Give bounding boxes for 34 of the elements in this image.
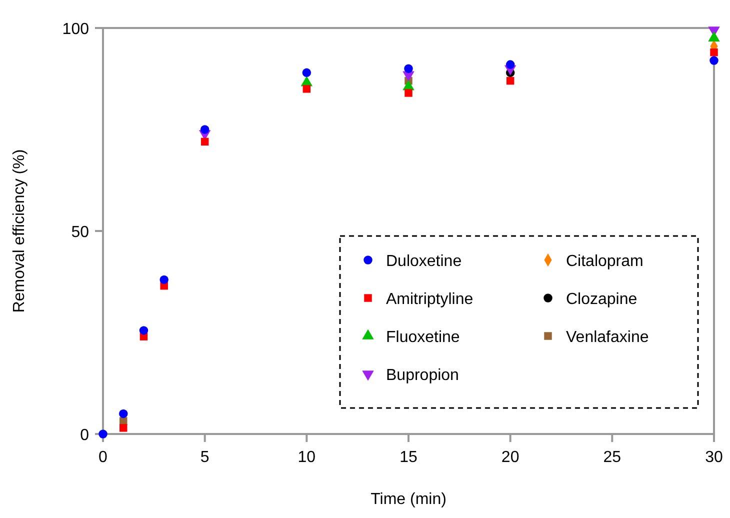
x-tick-label: 10: [298, 449, 316, 466]
point: [710, 56, 718, 65]
x-tick-label: 0: [98, 449, 108, 466]
point: [139, 326, 148, 335]
legend-label: Citalopram: [566, 253, 644, 270]
x-tick-label: 5: [200, 449, 210, 466]
point: [98, 430, 108, 438]
x-axis-title: Time (min): [370, 491, 446, 508]
legend-label: Duloxetine: [386, 253, 462, 270]
x-tick-label: 15: [400, 449, 418, 466]
x-tick-label: 25: [603, 449, 622, 466]
legend-label: Clozapine: [566, 291, 638, 308]
y-tick-label: 100: [62, 21, 90, 38]
point: [506, 76, 514, 85]
y-tick-label: 50: [71, 224, 90, 241]
point: [302, 68, 312, 78]
legend-label: Bupropion: [386, 367, 459, 384]
legend-label: Amitriptyline: [386, 291, 474, 308]
point: [506, 60, 515, 69]
point: [119, 424, 128, 432]
point: [404, 89, 412, 97]
x-tick-label: 20: [501, 449, 520, 466]
point: [160, 275, 168, 284]
point: [404, 64, 413, 73]
legend-label: Venlafaxine: [566, 329, 649, 346]
y-tick-label: 0: [80, 427, 90, 444]
y-axis-title: Removal efficiency (%): [11, 149, 28, 313]
point: [710, 48, 718, 56]
point: [200, 138, 209, 146]
point: [302, 85, 311, 93]
x-tick-label: 30: [705, 449, 723, 466]
point: [118, 409, 128, 418]
point: [200, 125, 210, 134]
legend-label: Fluoxetine: [386, 329, 460, 346]
